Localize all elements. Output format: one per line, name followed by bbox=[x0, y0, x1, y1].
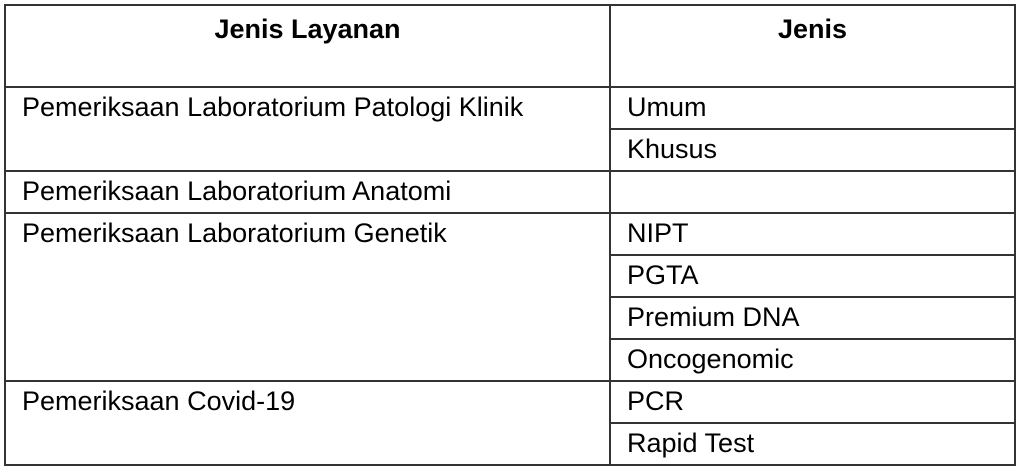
services-table: Jenis Layanan Jenis Pemeriksaan Laborato… bbox=[4, 4, 1016, 466]
type-cell: Oncogenomic bbox=[609, 338, 1016, 382]
table-row: PGTA bbox=[5, 254, 1016, 298]
type-cell: Khusus bbox=[609, 128, 1016, 172]
type-cell bbox=[609, 170, 1016, 214]
type-cell: Umum bbox=[609, 86, 1016, 130]
header-jenis: Jenis bbox=[609, 4, 1016, 88]
service-cell: Pemeriksaan Laboratorium Anatomi bbox=[4, 170, 611, 214]
service-cell: Pemeriksaan Laboratorium Genetik bbox=[4, 212, 611, 382]
table-row: Pemeriksaan Laboratorium Anatomi bbox=[4, 170, 1016, 214]
table-row: Pemeriksaan Covid-19 PCR bbox=[4, 380, 1016, 466]
type-cell: PCR bbox=[609, 380, 1016, 424]
type-cell: Rapid Test bbox=[609, 422, 1016, 466]
header-jenis-layanan: Jenis Layanan bbox=[4, 4, 611, 88]
table-row: Pemeriksaan Laboratorium Genetik NIPT bbox=[4, 212, 1016, 382]
header-row: Jenis Layanan Jenis bbox=[4, 4, 1016, 88]
table-row: Oncogenomic bbox=[5, 338, 1016, 382]
type-cell: Premium DNA bbox=[609, 296, 1016, 340]
type-cell: NIPT bbox=[609, 212, 1016, 256]
table-row: Pemeriksaan Laboratorium Patologi Klinik… bbox=[4, 86, 1016, 172]
service-cell: Pemeriksaan Laboratorium Patologi Klinik bbox=[4, 86, 611, 172]
table-row: Premium DNA bbox=[5, 296, 1016, 340]
table-row: Khusus bbox=[5, 128, 1016, 172]
table-row: Rapid Test bbox=[5, 422, 1016, 466]
service-cell: Pemeriksaan Covid-19 bbox=[4, 380, 611, 466]
type-cell: PGTA bbox=[609, 254, 1016, 298]
